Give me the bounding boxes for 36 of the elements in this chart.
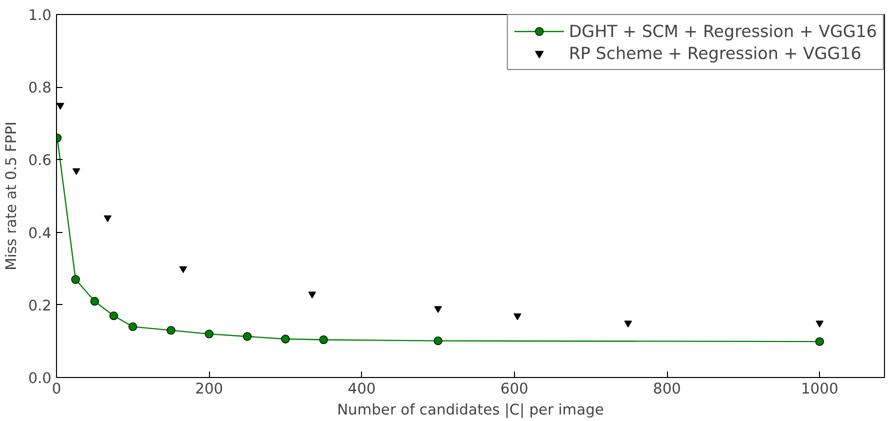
legend-label: DGHT + SCM + Regression + VGG16 [568, 22, 877, 40]
point [72, 168, 80, 175]
point [166, 326, 176, 335]
legend-label: RP Scheme + Regression + VGG16 [568, 44, 862, 62]
point [816, 320, 824, 328]
point [56, 102, 64, 110]
point [434, 306, 442, 313]
point [71, 275, 80, 284]
x-tick-label: 600 [500, 380, 528, 398]
x-tick-label: 200 [195, 380, 224, 398]
point [204, 330, 214, 338]
point [242, 332, 252, 341]
x-tick-label: 400 [348, 380, 376, 398]
point [514, 313, 522, 320]
y-tick-label: 0.2 [28, 297, 52, 314]
point [128, 322, 138, 332]
point [90, 296, 100, 306]
x-tick-label: 1000 [800, 380, 838, 398]
point [815, 337, 824, 346]
y-tick-label: 1.0 [28, 7, 52, 24]
point [104, 215, 112, 222]
point [434, 336, 442, 346]
point [308, 292, 316, 298]
point [109, 311, 118, 320]
point [624, 320, 632, 328]
x-tick-label: 0 [52, 380, 62, 398]
y-tick-label: 0.0 [28, 370, 52, 387]
y-tick-label: 0.6 [28, 152, 52, 170]
point [179, 266, 188, 273]
x-tick-label: 800 [653, 380, 682, 398]
x-axis-title: Number of candidates |C| per image [337, 402, 604, 418]
y-tick-label: 0.4 [28, 224, 52, 242]
y-tick-label: 0.8 [28, 80, 52, 97]
y-axis-title: Miss rate at 0.5 FPPI [3, 122, 20, 270]
point [281, 334, 290, 344]
point [319, 335, 328, 344]
